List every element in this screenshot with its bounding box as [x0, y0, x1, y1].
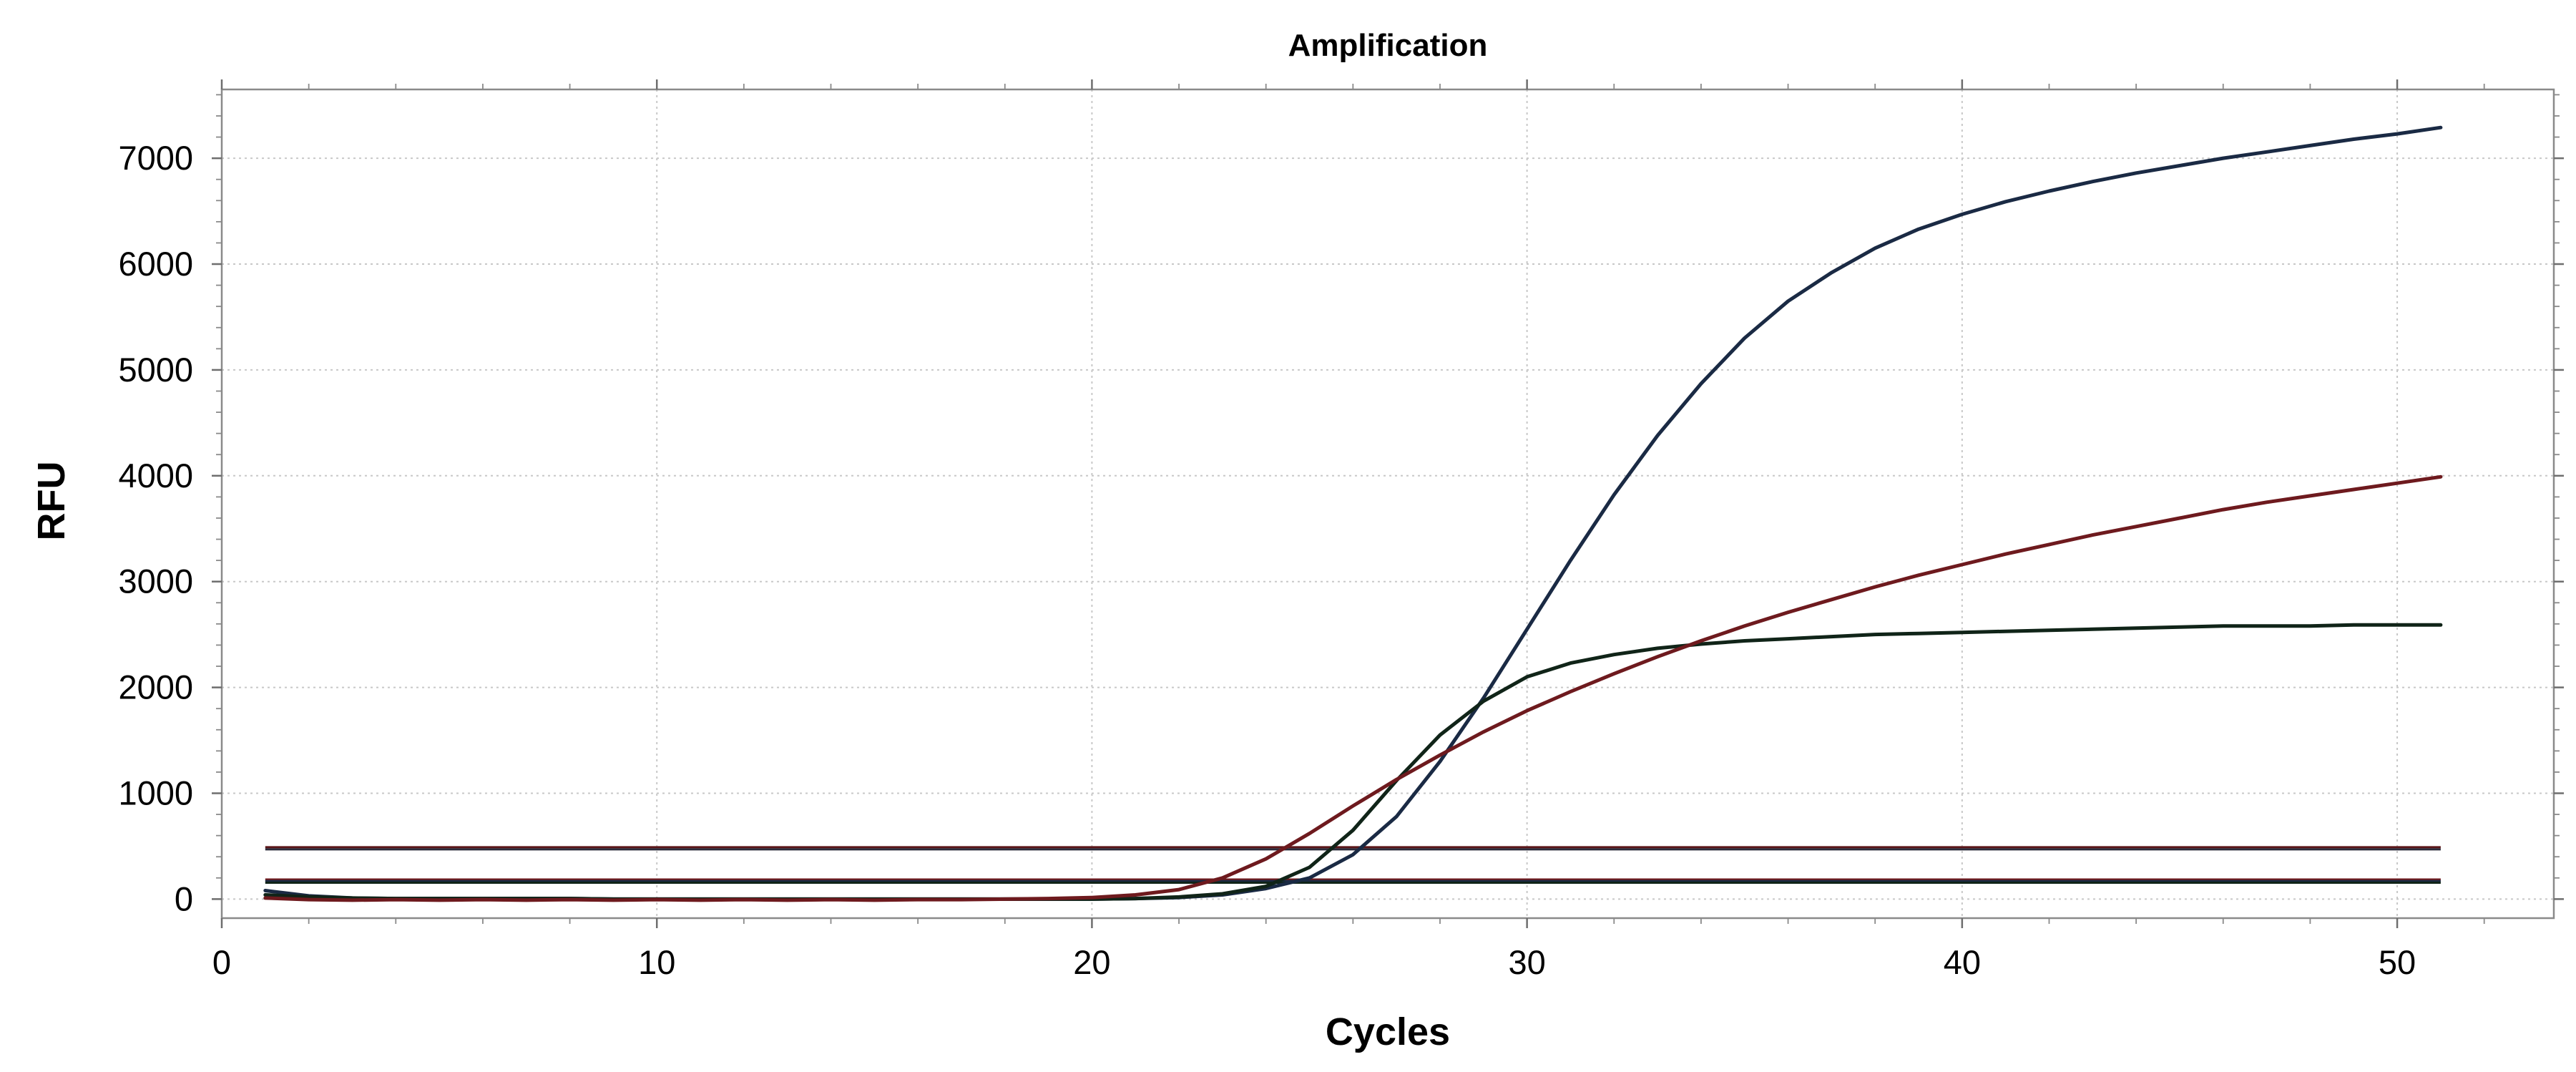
- y-tick-label: 2000: [118, 668, 193, 706]
- y-tick-label: 7000: [118, 139, 193, 177]
- frame-layer: [220, 88, 2555, 920]
- y-tick-label: 4000: [118, 457, 193, 494]
- series-line-1: [263, 125, 2443, 901]
- y-tick-label: 3000: [118, 562, 193, 600]
- y-axis-label: RFU: [30, 462, 73, 541]
- y-tick-label: 5000: [118, 351, 193, 389]
- x-axis-label: Cycles: [1326, 1010, 1450, 1053]
- y-tick-label: 1000: [118, 774, 193, 812]
- x-tick-label: 20: [1073, 943, 1110, 981]
- x-tick-label: 50: [2379, 943, 2416, 981]
- plot-frame: [220, 88, 2555, 920]
- x-tick-label: 40: [1944, 943, 1981, 981]
- grid-layer: [222, 89, 2554, 918]
- tick-layer: 0 1000 2000 3000 4000 5000 6000 7000 0 10 20 30 40 50: [118, 79, 2564, 981]
- y-tick-label: 0: [175, 879, 193, 917]
- series-line-2: [263, 623, 2443, 901]
- label-layer: Amplification Cycles RFU: [30, 28, 1487, 1053]
- chart-title: Amplification: [1288, 28, 1488, 63]
- threshold-layer: [265, 846, 2441, 884]
- x-tick-label: 10: [638, 943, 675, 981]
- x-tick-label: 0: [212, 943, 231, 981]
- series-layer: [263, 125, 2443, 902]
- series-line-3: [263, 474, 2443, 902]
- y-tick-label: 6000: [118, 245, 193, 283]
- x-tick-label: 30: [1508, 943, 1545, 981]
